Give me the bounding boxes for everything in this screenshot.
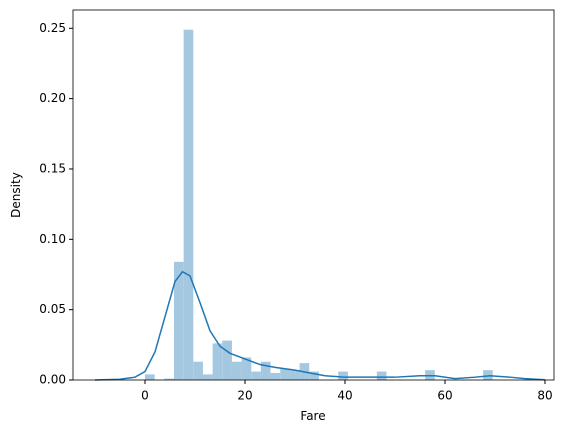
- bar: [483, 370, 493, 380]
- bar: [338, 371, 348, 380]
- bar: [309, 371, 319, 380]
- x-tick-label: 0: [141, 389, 149, 403]
- x-tick-label: 40: [337, 389, 352, 403]
- y-tick-label: 0.00: [39, 373, 66, 387]
- x-axis-label: Fare: [300, 409, 325, 423]
- bar: [260, 361, 271, 380]
- x-tick-label: 60: [437, 389, 452, 403]
- bar: [231, 361, 242, 380]
- y-tick-label: 0.05: [39, 302, 66, 316]
- x-tick-label: 20: [237, 389, 252, 403]
- bar: [289, 370, 300, 380]
- bar: [270, 372, 281, 380]
- plot-frame: [72, 9, 555, 381]
- bar: [164, 378, 174, 380]
- y-tick-label: 0.20: [39, 91, 66, 105]
- y-tick-label: 0.25: [39, 21, 66, 35]
- y-tick-label: 0.10: [39, 232, 66, 246]
- kde-line: [94, 270, 546, 381]
- bar: [145, 374, 155, 380]
- bar: [193, 361, 203, 380]
- bar: [241, 357, 252, 380]
- bar: [202, 374, 213, 380]
- bar: [376, 371, 387, 380]
- bar: [212, 343, 223, 380]
- bar: [173, 261, 184, 380]
- x-tick-label: 80: [537, 389, 552, 403]
- bar: [251, 371, 261, 380]
- y-tick-label: 0.15: [39, 161, 66, 175]
- y-axis-label: Density: [9, 172, 23, 218]
- bar: [183, 29, 194, 380]
- bar: [222, 340, 232, 380]
- bar: [280, 368, 290, 380]
